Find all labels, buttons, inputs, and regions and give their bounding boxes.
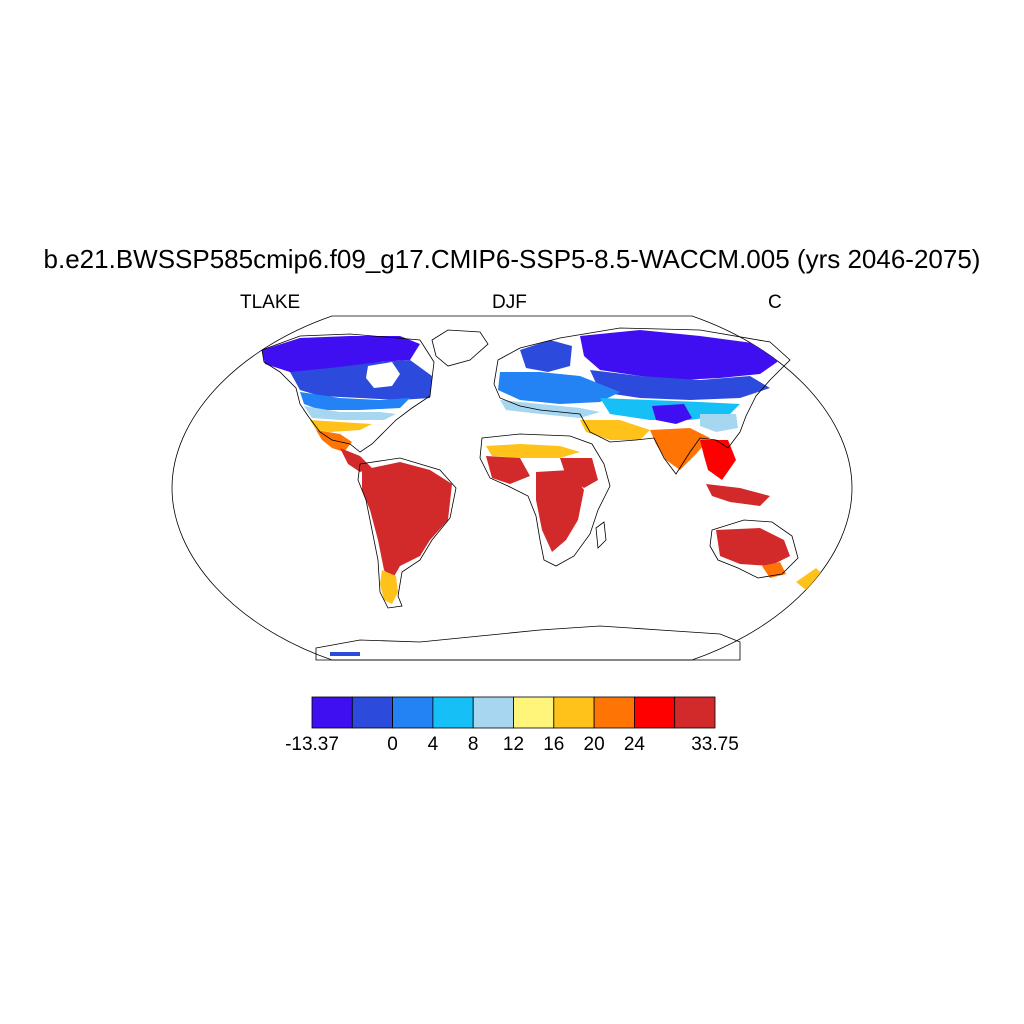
colorbar-tick-label: -13.37 [285,734,339,755]
coast-madagascar [595,521,607,549]
colorbar-tick-label: 33.75 [691,734,739,755]
field-siberia [590,370,770,400]
coast-eurasia [493,327,791,475]
coast-north-america [261,333,435,453]
colorbar-tick-label: 12 [502,734,525,755]
colorbar-swatch [351,696,393,729]
colorbar-tick-label: 20 [583,734,605,755]
field-us-north [300,392,410,410]
colorbar [311,696,716,729]
colorbar-swatch [311,696,353,729]
coastlines [261,327,799,661]
field-patagonia [380,570,398,604]
coast-africa [479,433,611,567]
colorbar-tick-label: 24 [623,734,645,755]
field-russia-north [580,330,780,380]
field-tibet [652,404,692,424]
field-europe [498,372,620,404]
colorbar-tick-label: 0 [387,734,398,755]
coast-antarctica [315,625,741,661]
season-label: DJF [492,292,527,313]
field-southeast-asia [700,440,736,480]
colorbar-tick-label: 4 [427,734,439,755]
variable-label: TLAKE [240,292,301,313]
field-australia-north [716,528,790,566]
colorbar-swatch [472,696,514,729]
field-sahel [486,444,580,458]
field-west-africa [486,456,530,484]
colorbar-swatch [513,696,555,729]
data-field [262,330,822,656]
colorbar-swatch [432,696,474,729]
field-new-zealand [796,568,822,590]
field-china [700,414,738,432]
coast-greenland [431,329,489,367]
colorbar-swatch [593,696,635,729]
field-south-america [362,462,452,580]
field-central-africa [536,470,584,552]
colorbar-tick-label: 8 [467,734,479,755]
coast-australia [709,519,799,579]
field-hudson-hole [366,362,400,388]
field-scandinavia [520,340,572,372]
field-central-america [340,448,372,472]
units-label: C [768,292,782,313]
plot-title: b.e21.BWSSP585cmip6.f09_g17.CMIP6-SSP5-8… [43,244,981,274]
colorbar-swatch [553,696,595,729]
colorbar-tick-label: 16 [543,734,565,755]
colorbar-swatch [634,696,676,729]
coast-south-america [357,457,457,609]
field-indonesia [706,484,770,506]
field-east-africa [560,458,598,488]
field-middle-east [580,420,650,440]
field-india [650,428,710,470]
field-antarctica-spot [330,652,360,656]
colorbar-swatch [392,696,434,729]
field-us-mid [304,406,396,420]
field-canada-north [262,336,420,372]
field-us-south [310,420,372,432]
colorbar-swatch [674,696,716,729]
